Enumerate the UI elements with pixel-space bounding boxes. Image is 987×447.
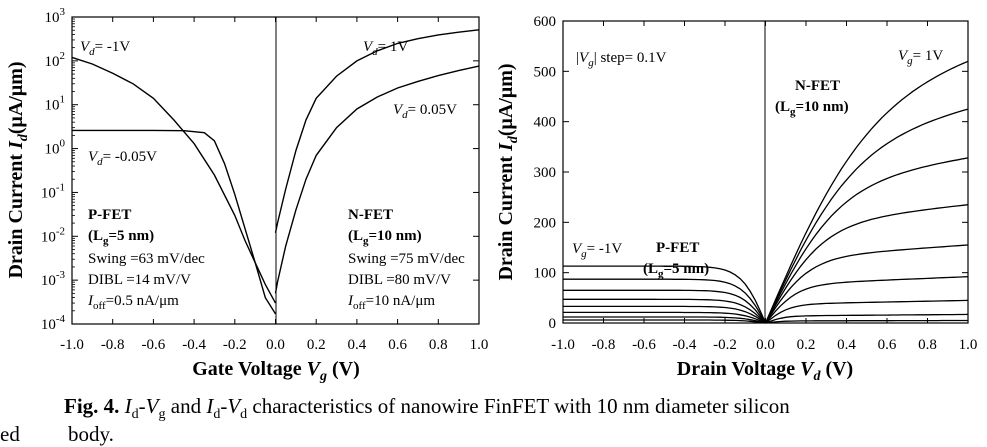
nfet-curve-5: [765, 276, 969, 324]
nfet-ioff: Ioff=10 nA/μm: [347, 293, 435, 312]
nfet-curve-6: [765, 299, 969, 324]
x-tick-label-right: 0.4: [837, 337, 856, 353]
x-tick-label-right: 0.2: [797, 337, 816, 353]
y-tick-labels-right: 0 100 200 300 400 500 600: [534, 14, 557, 332]
pfet-curve-1: [563, 278, 767, 324]
ticks-left: [71, 16, 480, 325]
curves-right: [563, 60, 969, 324]
pfet-lg-right: (Lg=5 nm): [643, 261, 709, 280]
y-tick-label-left: 100: [45, 138, 66, 158]
y-tick-label-right: 100: [534, 266, 557, 282]
annot-vd-neg005: Vd= -0.05V: [88, 149, 157, 168]
pfet-curve-6: [563, 316, 766, 324]
pfet-curve-2: [563, 289, 767, 324]
x-tick-label-left: 1.0: [470, 337, 489, 353]
y-axis-label-left: Drain Current Id(μA/μm): [5, 61, 31, 278]
x-tick-label-right: 0.6: [878, 337, 897, 353]
pfet-curve-7: [563, 319, 766, 324]
x-tick-label-right: 0.8: [918, 337, 937, 353]
series-line-2: [274, 29, 480, 233]
x-tick-label-right: -0.6: [632, 337, 656, 353]
x-tick-label-left: 0.8: [429, 337, 448, 353]
pfet-title-left: P-FET: [88, 207, 131, 223]
pfet-curve-4: [563, 305, 766, 324]
series-line-1: [72, 129, 277, 315]
x-tick-label-left: 0.6: [388, 337, 407, 353]
x-tick-label-right: -0.2: [713, 337, 737, 353]
x-tick-labels-left: -1.0 -0.8 -0.6 -0.4 -0.2 0.0 0.2 0.4 0.6 0.8 1.0: [60, 337, 488, 353]
pfet-curve-5: [563, 311, 766, 324]
nfet-title-left: N-FET: [348, 207, 393, 223]
annot-step: |Vg| step= 0.1V: [576, 50, 667, 69]
y-tick-labels-left: 10-4 10-3 10-2 10-1 100 101 102 103: [41, 6, 66, 333]
nfet-curve-4: [764, 244, 969, 324]
y-tick-label-right: 400: [534, 115, 557, 131]
y-tick-label-right: 500: [534, 64, 557, 80]
nfet-curve-3: [764, 204, 969, 324]
x-tick-label-left: 0.4: [348, 337, 367, 353]
nfet-curve-1: [764, 108, 969, 324]
nfet-curve-0: [764, 60, 969, 324]
curves-left: [71, 29, 480, 315]
x-tick-label-left: -0.2: [223, 337, 247, 353]
x-axis-label-right: Drain Voltage Vd (V): [677, 358, 853, 384]
x-tick-label-right: 0.0: [756, 337, 775, 353]
annot-vg-1: Vg= 1V: [898, 48, 943, 67]
nfet-lg-right: (Lg=10 nm): [775, 99, 849, 118]
annot-vg-neg1: Vg= -1V: [572, 241, 622, 260]
y-tick-label-left: 103: [45, 6, 66, 26]
chart-id-vg: -1.0 -0.8 -0.6 -0.4 -0.2 0.0 0.2 0.4 0.6 0.8 1.0 1…: [5, 6, 488, 384]
y-tick-label-left: 101: [45, 94, 66, 114]
x-tick-label-left: 0.0: [266, 337, 285, 353]
pfet-swing: Swing =63 mV/dec: [88, 251, 205, 267]
caption-text: Id-Vg and Id-Vd characteristics of nanow…: [124, 394, 790, 423]
x-tick-label-right: -0.4: [673, 337, 697, 353]
y-tick-label-left: 10-3: [41, 269, 66, 289]
x-tick-label-right: -0.8: [592, 337, 616, 353]
caption-fig-label: Fig. 4.: [64, 394, 120, 418]
nfet-curve-8: [765, 319, 968, 324]
y-tick-label-left: 10-2: [41, 225, 65, 245]
nfet-curve-2: [764, 157, 969, 324]
pfet-title-right: P-FET: [656, 240, 699, 256]
annot-vd-neg1: Vd= -1V: [80, 39, 130, 58]
x-tick-label-left: -0.8: [101, 337, 125, 353]
annot-vd-005: Vd= 0.05V: [393, 102, 457, 121]
pfet-curve-3: [563, 298, 766, 324]
nfet-curve-7: [765, 313, 969, 324]
figure-caption: Fig. 4. Id-Vg and Id-Vd characteristics …: [64, 394, 790, 423]
x-tick-label-left: 0.2: [307, 337, 326, 353]
x-tick-label-right: 1.0: [959, 337, 978, 353]
x-tick-label-left: -1.0: [60, 337, 84, 353]
y-tick-label-right: 600: [534, 14, 557, 30]
y-tick-label-left: 102: [45, 50, 66, 70]
y-tick-label-right: 0: [549, 316, 557, 332]
y-tick-label-right: 300: [534, 165, 557, 181]
y-tick-label-left: 10-1: [41, 181, 65, 201]
x-tick-label-right: -1.0: [551, 337, 575, 353]
pfet-curve-0: [563, 265, 767, 324]
pfet-ioff: Ioff=0.5 nA/μm: [87, 293, 179, 312]
annot-vd-1: Vd= 1V: [363, 39, 408, 58]
nfet-swing: Swing =75 mV/dec: [348, 251, 465, 267]
x-axis-label-left: Gate Voltage Vg (V): [192, 358, 360, 384]
y-axis-label-right: Drain Current Id(μA/μm): [495, 63, 521, 280]
nfet-dibl: DIBL =80 mV/V: [348, 272, 451, 288]
chart-id-vd: -1.0 -0.8 -0.6 -0.4 -0.2 0.0 0.2 0.4 0.6 0.8 1.0 0…: [495, 14, 977, 384]
y-tick-label-right: 200: [534, 215, 557, 231]
x-tick-label-left: -0.6: [142, 337, 166, 353]
series-line-3: [274, 65, 480, 294]
x-tick-labels-right: -1.0 -0.8 -0.6 -0.4 -0.2 0.0 0.2 0.4 0.6 0.8 1.0: [551, 337, 977, 353]
pfet-lg-left: (Lg=5 nm): [88, 228, 154, 247]
pfet-dibl: DIBL =14 mV/V: [88, 272, 191, 288]
caption-edge-fragment: ed: [0, 422, 20, 446]
x-tick-label-left: -0.4: [182, 337, 206, 353]
nfet-lg-left: (Lg=10 nm): [348, 228, 422, 247]
caption-line2: body.: [68, 422, 114, 446]
nfet-title-right: N-FET: [795, 78, 840, 94]
y-tick-label-left: 10-4: [41, 313, 66, 333]
